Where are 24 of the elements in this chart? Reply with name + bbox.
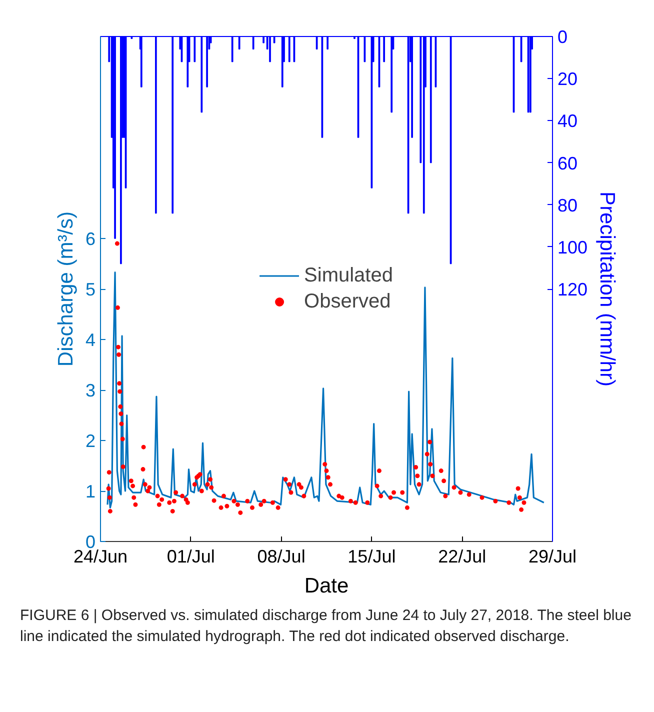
y-tick-label: 4: [85, 330, 96, 350]
y2-tick-label: 20: [558, 69, 578, 90]
y-tick-label: 5: [85, 280, 96, 300]
y2-tick-label: 100: [558, 237, 588, 258]
y-tick-label: 6: [85, 229, 96, 249]
y-tick-label: 2: [85, 431, 96, 451]
x-tick-label: 15/Jul: [348, 546, 396, 566]
x-axis-title: Date: [304, 574, 349, 598]
x-tick-label: 01/Jul: [166, 546, 215, 566]
y2-axis-title: Precipitation (mm/hr): [596, 192, 619, 386]
x-tick-label: 22/Jul: [438, 546, 486, 566]
legend-label: Observed: [304, 290, 391, 313]
x-tick-label: 29/Jul: [528, 546, 577, 566]
legend-label: Simulated: [304, 264, 393, 287]
y2-tick-label: 40: [558, 111, 578, 132]
y-axis-title: Discharge (m³/s): [54, 211, 78, 367]
y2-tick-label: 60: [558, 153, 578, 174]
caption: FIGURE 6 | Observed vs. simulated discharge from June 24 to July 27, 2018. The steel blue line indicated the simulated hydrograph. The red dot indicated observed discharge.: [20, 606, 632, 648]
y2-tick-label: 0: [558, 27, 568, 47]
x-tick-label: 08/Jul: [257, 546, 306, 566]
y2-tick-label: 120: [558, 280, 588, 300]
y-tick-label: 3: [85, 380, 96, 400]
y-tick-label: 1: [85, 482, 96, 502]
y2-tick-label: 80: [558, 195, 578, 216]
